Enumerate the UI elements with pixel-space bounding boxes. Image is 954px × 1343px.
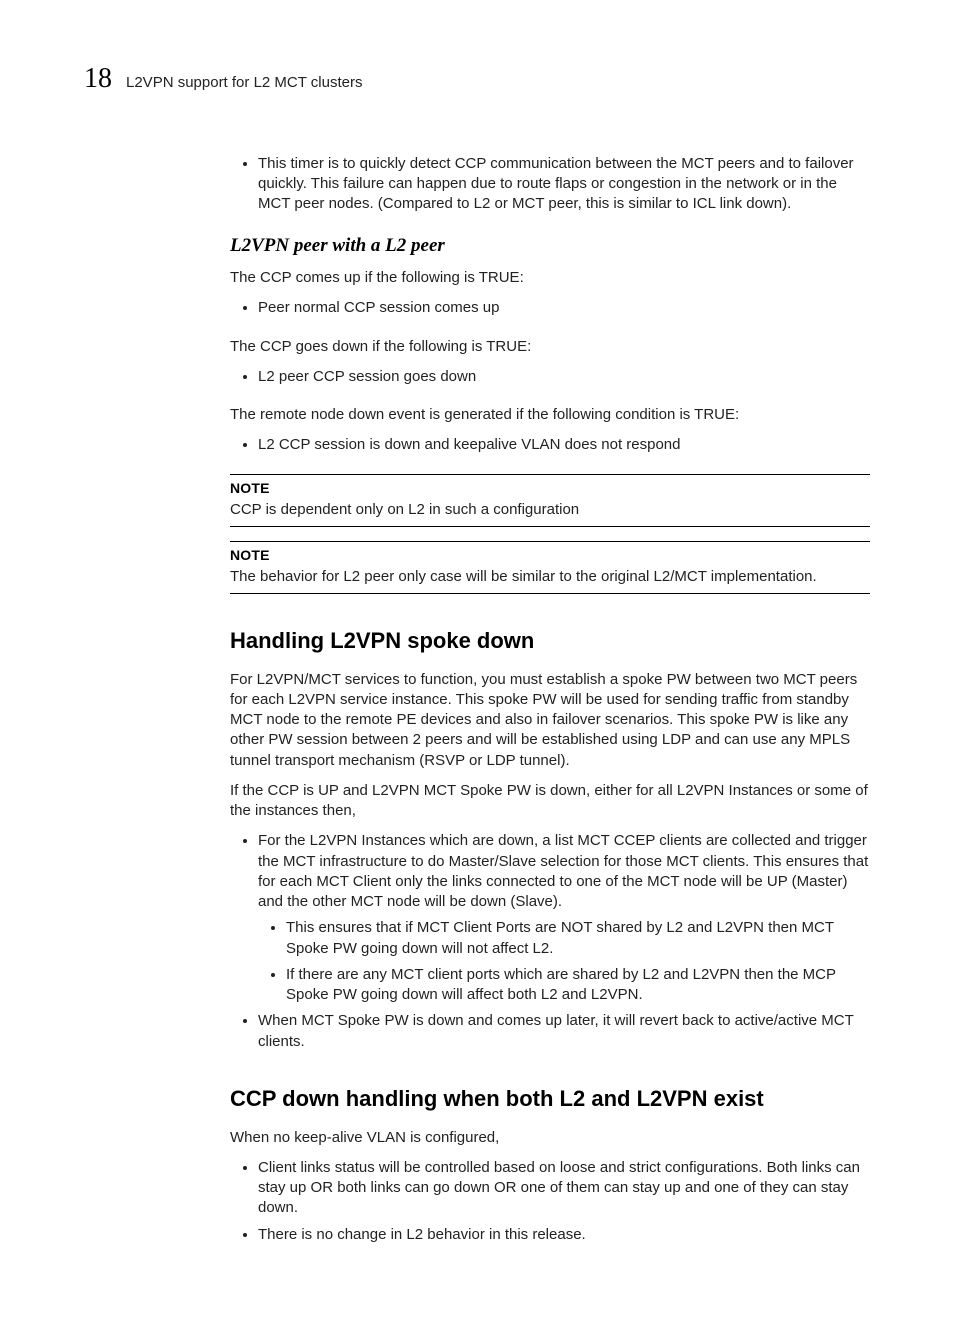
note-label: NOTE: [230, 479, 870, 498]
chapter-title: L2VPN support for L2 MCT clusters: [126, 73, 362, 93]
content-area: This timer is to quickly detect CCP comm…: [230, 154, 870, 1245]
list-item: L2 peer CCP session goes down: [258, 367, 870, 387]
bullet-list: L2 CCP session is down and keepalive VLA…: [230, 435, 870, 455]
list-item-text: When MCT Spoke PW is down and comes up l…: [258, 1012, 854, 1049]
bullet-list: Peer normal CCP session comes up: [230, 298, 870, 318]
page: 18 L2VPN support for L2 MCT clusters Thi…: [0, 0, 954, 1343]
note-text: CCP is dependent only on L2 in such a co…: [230, 500, 870, 520]
paragraph: The CCP comes up if the following is TRU…: [230, 268, 870, 288]
note-block-2: NOTE The behavior for L2 peer only case …: [230, 541, 870, 594]
list-item: This timer is to quickly detect CCP comm…: [258, 154, 870, 215]
note-label: NOTE: [230, 546, 870, 565]
nested-bullet-list: This ensures that if MCT Client Ports ar…: [258, 918, 870, 1005]
paragraph: The CCP goes down if the following is TR…: [230, 337, 870, 357]
list-item: L2 CCP session is down and keepalive VLA…: [258, 435, 870, 455]
paragraph: If the CCP is UP and L2VPN MCT Spoke PW …: [230, 781, 870, 822]
list-item: For the L2VPN Instances which are down, …: [258, 831, 870, 1005]
bullet-list: For the L2VPN Instances which are down, …: [230, 831, 870, 1052]
list-item: Peer normal CCP session comes up: [258, 298, 870, 318]
note-block-1: NOTE CCP is dependent only on L2 in such…: [230, 474, 870, 527]
section-heading-spoke-down: Handling L2VPN spoke down: [230, 626, 870, 656]
section-heading-l2vpn-peer: L2VPN peer with a L2 peer: [230, 233, 870, 259]
list-item: When MCT Spoke PW is down and comes up l…: [258, 1011, 870, 1052]
paragraph: When no keep-alive VLAN is configured,: [230, 1128, 870, 1148]
section-heading-ccp-down: CCP down handling when both L2 and L2VPN…: [230, 1084, 870, 1114]
list-item: Client links status will be controlled b…: [258, 1158, 870, 1219]
page-header: 18 L2VPN support for L2 MCT clusters: [84, 60, 870, 98]
note-text: The behavior for L2 peer only case will …: [230, 567, 870, 587]
paragraph: The remote node down event is generated …: [230, 405, 870, 425]
paragraph: For L2VPN/MCT services to function, you …: [230, 670, 870, 771]
chapter-number: 18: [84, 60, 112, 98]
list-item: If there are any MCT client ports which …: [286, 965, 870, 1006]
bullet-list: L2 peer CCP session goes down: [230, 367, 870, 387]
list-item-text: For the L2VPN Instances which are down, …: [258, 832, 868, 910]
list-item: This ensures that if MCT Client Ports ar…: [286, 918, 870, 959]
bullet-list: Client links status will be controlled b…: [230, 1158, 870, 1245]
intro-bullet-list: This timer is to quickly detect CCP comm…: [230, 154, 870, 215]
